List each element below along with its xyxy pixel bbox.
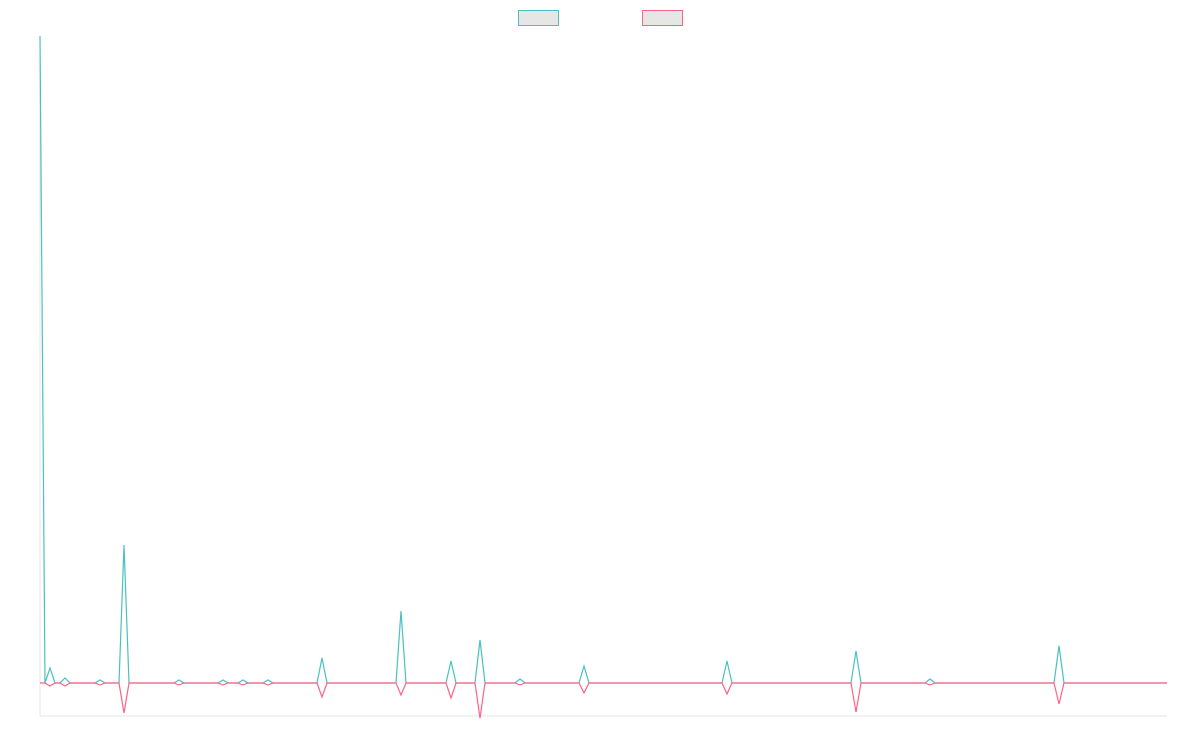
data-line xyxy=(39,35,1167,684)
data-line xyxy=(40,682,1167,719)
legend-swatch[interactable] xyxy=(642,10,683,26)
legend-swatch[interactable] xyxy=(518,10,559,26)
